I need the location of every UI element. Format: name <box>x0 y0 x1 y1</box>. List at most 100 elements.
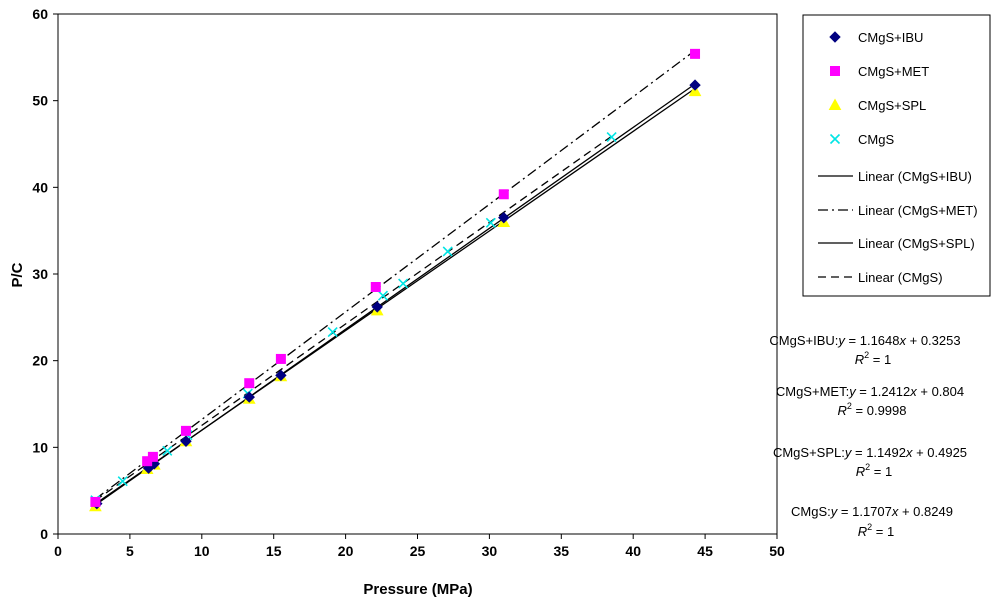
legend-label: CMgS+IBU <box>858 30 923 45</box>
x-axis-ticks: 0 5 10 15 20 25 30 35 40 45 50 <box>54 534 785 559</box>
legend-label: Linear (CMgS+MET) <box>858 203 978 218</box>
r-squared-line: R2 = 1 <box>856 462 892 479</box>
x-tick-label: 0 <box>54 543 62 559</box>
equation-part: CMgS: <box>791 504 831 519</box>
r-squared-value: = 1 <box>869 352 891 367</box>
legend-label: CMgS+MET <box>858 64 929 79</box>
x-tick-label: 50 <box>769 543 785 559</box>
equation-part: + 0.4925 <box>912 445 967 460</box>
data-point <box>147 451 158 462</box>
y-tick-label: 40 <box>32 179 48 195</box>
x-tick-label: 10 <box>194 543 210 559</box>
data-point <box>327 327 338 338</box>
equation-part: y <box>837 333 846 348</box>
trendline <box>95 87 696 505</box>
x-tick-label: 45 <box>697 543 713 559</box>
y-axis-ticks: 0 10 20 30 40 50 60 <box>32 6 58 542</box>
r-squared-exponent: 2 <box>865 462 870 472</box>
y-tick-label: 10 <box>32 439 48 455</box>
data-point <box>243 391 255 403</box>
legend-label: CMgS+SPL <box>858 98 926 113</box>
data-point <box>498 189 509 200</box>
equation-part: CMgS+MET: <box>776 384 849 399</box>
r-squared-symbol: R <box>858 524 867 539</box>
x-tick-label: 30 <box>482 543 498 559</box>
data-point <box>828 98 842 110</box>
data-point <box>606 132 617 143</box>
equation-part: = 1.2412 <box>856 384 911 399</box>
equation-part: x <box>899 333 907 348</box>
equation-line: CMgS:y = 1.1707x + 0.8249 <box>791 504 953 519</box>
data-point <box>244 378 255 389</box>
data-point <box>275 369 287 382</box>
equation-part: x <box>909 384 917 399</box>
legend-label: Linear (CMgS+SPL) <box>858 236 975 251</box>
trendlines <box>94 49 696 506</box>
equation-part: + 0.3253 <box>906 333 961 348</box>
data-point <box>829 31 841 43</box>
y-tick-label: 20 <box>32 353 48 369</box>
data-point <box>485 217 496 228</box>
x-tick-label: 40 <box>625 543 641 559</box>
r-squared-symbol: R <box>838 403 847 418</box>
x-tick-label: 35 <box>554 543 570 559</box>
r-squared-line: R2 = 0.9998 <box>838 401 907 418</box>
equation-line: CMgS+MET:y = 1.2412x + 0.804 <box>776 384 964 399</box>
r-squared-exponent: 2 <box>867 522 872 532</box>
y-axis-title: P/C <box>9 262 26 287</box>
legend-box <box>802 14 991 297</box>
data-point <box>371 301 383 313</box>
x-tick-label: 20 <box>338 543 354 559</box>
r-squared-value: = 1 <box>872 524 894 539</box>
r-squared-line: R2 = 1 <box>855 350 891 367</box>
legend-label: CMgS <box>858 132 894 147</box>
y-tick-label: 50 <box>32 93 48 109</box>
equation-part: y <box>848 384 857 399</box>
x-tick-label: 15 <box>266 543 282 559</box>
equation-part: + 0.8249 <box>898 504 953 519</box>
equation-line: CMgS+IBU:y = 1.1648x + 0.3253 <box>769 333 960 348</box>
r-squared-value: = 1 <box>870 464 892 479</box>
data-point <box>830 66 840 76</box>
equation-part: y <box>830 504 839 519</box>
trendline <box>94 49 696 500</box>
equation-part: y <box>844 445 853 460</box>
y-tick-label: 60 <box>32 6 48 22</box>
x-axis-title: Pressure (MPa) <box>363 581 472 598</box>
equation-part: = 1.1707 <box>837 504 892 519</box>
r-squared-exponent: 2 <box>864 350 869 360</box>
r-squared-exponent: 2 <box>847 401 852 411</box>
x-tick-label: 5 <box>126 543 134 559</box>
r-squared-symbol: R <box>856 464 865 479</box>
legend-label: Linear (CMgS+IBU) <box>858 169 972 184</box>
r-squared-value: = 0.9998 <box>852 403 907 418</box>
x-tick-label: 25 <box>410 543 426 559</box>
data-point <box>442 246 453 257</box>
data-point <box>690 48 701 59</box>
data-point <box>689 79 701 91</box>
equation-part: + 0.804 <box>917 384 964 399</box>
data-point <box>275 353 286 364</box>
trendline <box>95 135 613 502</box>
equation-part: = 1.1492 <box>851 445 906 460</box>
equation-part: CMgS+SPL: <box>773 445 845 460</box>
data-point <box>398 278 409 289</box>
data-point <box>180 435 192 447</box>
r-squared-line: R2 = 1 <box>858 522 894 539</box>
r-squared-symbol: R <box>855 352 864 367</box>
legend-label: Linear (CMgS) <box>858 270 943 285</box>
legend: CMgS+IBU CMgS+MET CMgS+SPL CMgS Linear (CMgS… <box>802 14 991 297</box>
data-point <box>162 445 173 456</box>
data-point <box>117 476 128 487</box>
equation-line: CMgS+SPL:y = 1.1492x + 0.4925 <box>773 445 967 460</box>
data-markers <box>89 48 702 512</box>
equation-part: x <box>891 504 899 519</box>
data-point <box>377 290 389 301</box>
data-point <box>498 211 510 224</box>
y-tick-label: 0 <box>40 526 48 542</box>
equation-part: = 1.1648 <box>845 333 900 348</box>
equation-part: x <box>905 445 913 460</box>
data-point <box>180 425 191 436</box>
